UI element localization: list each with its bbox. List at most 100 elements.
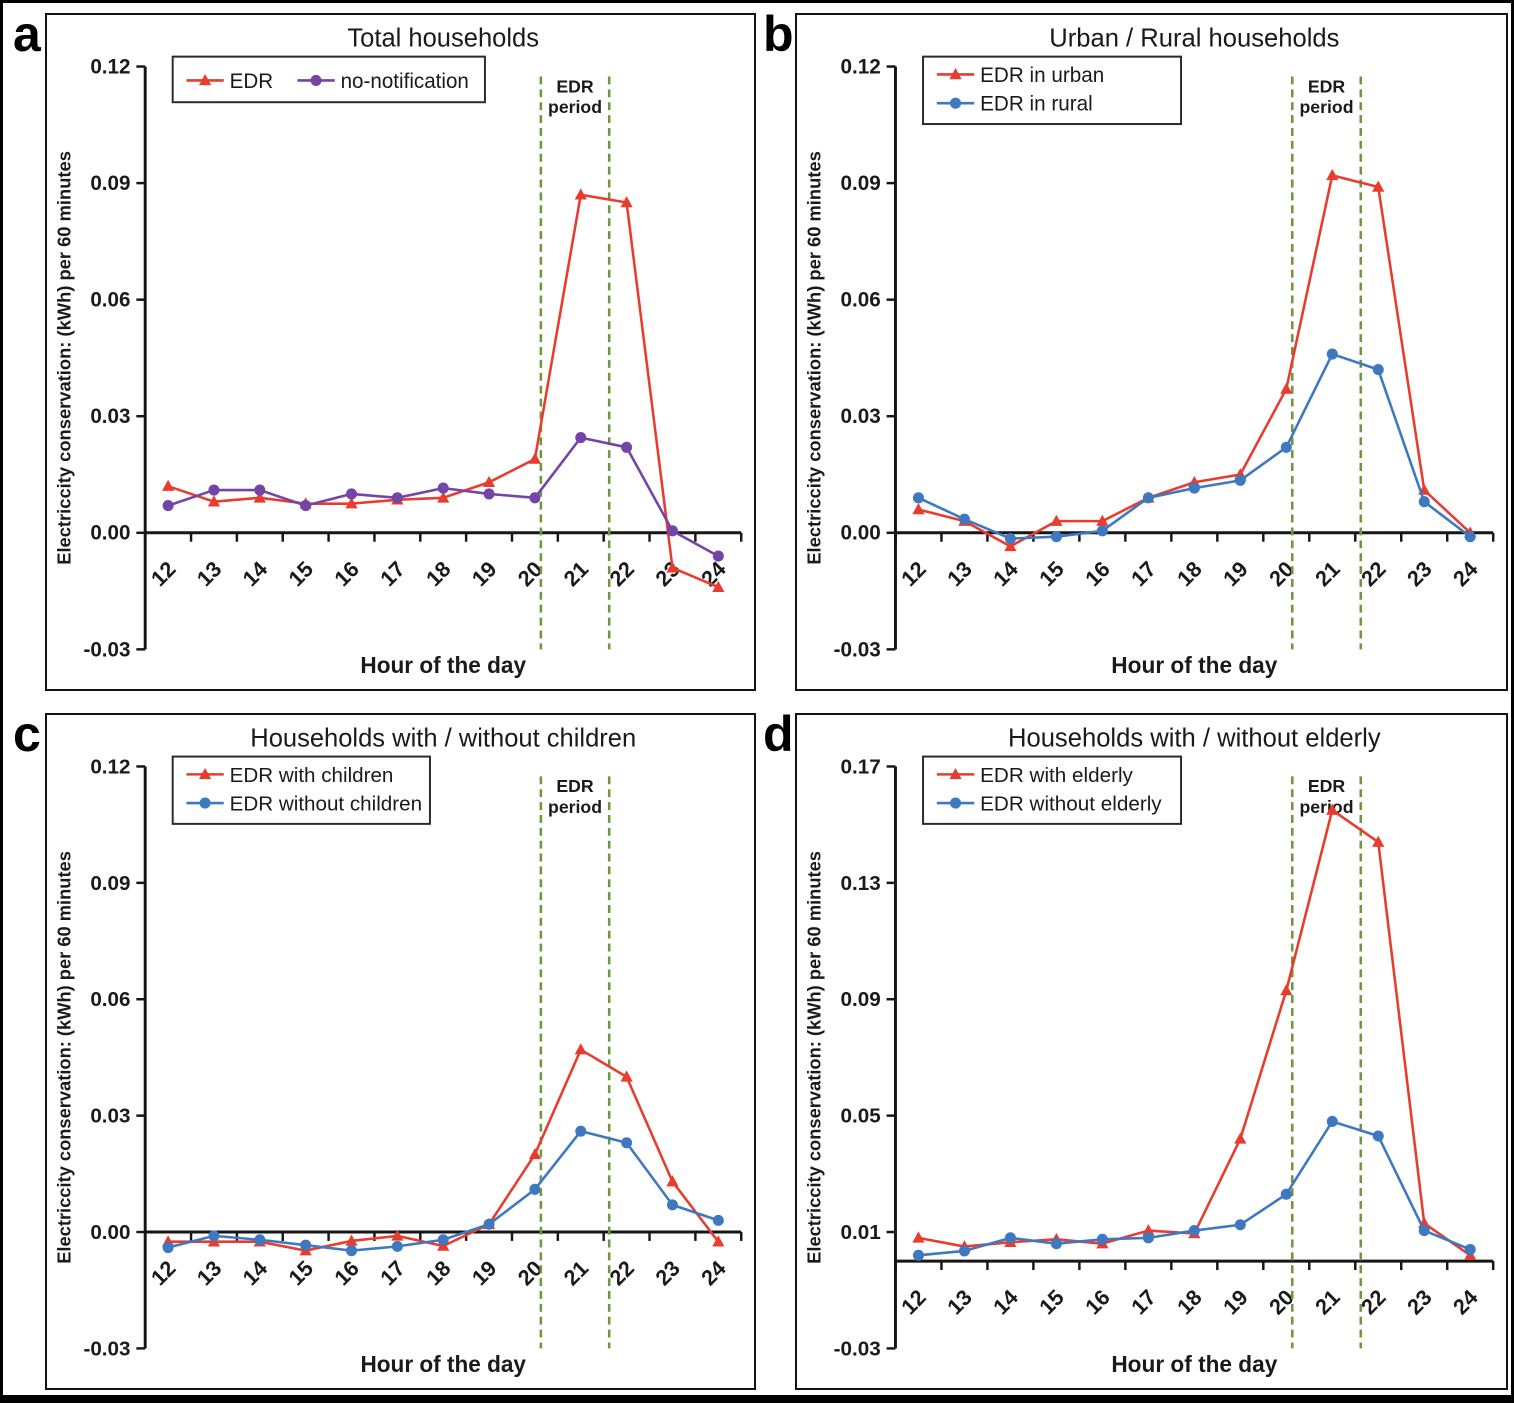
x-axis-title: Hour of the day <box>360 1351 526 1377</box>
data-point <box>1280 984 1293 996</box>
x-tick-label: 16 <box>1080 556 1115 591</box>
data-point <box>575 1125 587 1137</box>
x-tick-label: 15 <box>1034 1285 1069 1320</box>
legend-label: EDR without elderly <box>980 792 1162 815</box>
data-point <box>391 1240 403 1252</box>
data-point <box>528 452 542 464</box>
data-point <box>1188 1225 1200 1237</box>
data-point <box>162 479 175 491</box>
data-point <box>346 488 358 500</box>
data-point <box>1418 496 1430 508</box>
data-point <box>529 492 541 504</box>
data-point <box>1372 835 1385 847</box>
legend-marker <box>310 74 322 86</box>
data-point <box>666 1199 678 1211</box>
x-tick-label: 14 <box>988 1285 1023 1320</box>
data-point <box>254 484 266 496</box>
y-tick-label: -0.03 <box>83 1337 130 1360</box>
y-tick-label: 0.03 <box>90 1104 130 1127</box>
legend-marker <box>199 767 212 780</box>
legend-label: EDR without children <box>230 792 422 815</box>
y-tick-label: 0.00 <box>90 522 130 545</box>
data-point <box>620 196 633 208</box>
x-tick-label: 18 <box>421 1255 456 1290</box>
data-point <box>1326 348 1338 360</box>
series-line <box>918 808 1471 1257</box>
data-point <box>621 441 633 453</box>
series-line <box>917 352 1471 540</box>
data-point <box>207 495 221 507</box>
data-point <box>1142 492 1154 504</box>
y-tick-label: -0.03 <box>83 638 130 661</box>
x-tick-label: 14 <box>238 1255 273 1290</box>
x-tick-label: 19 <box>467 556 502 591</box>
panel-total-households: Total households Electriccity conservatio… <box>45 13 756 691</box>
x-tick-label: 22 <box>1356 1285 1391 1320</box>
y-tick-label: 0.13 <box>840 872 880 895</box>
legend-label: no-notification <box>341 70 469 93</box>
data-point <box>1372 1130 1384 1142</box>
x-tick-label: 19 <box>467 1255 502 1290</box>
x-tick-label: 18 <box>1172 556 1207 591</box>
panel-letter-c: c <box>13 706 41 762</box>
legend-box <box>922 55 1183 126</box>
x-tick-label: 18 <box>1172 1285 1207 1320</box>
x-tick-label: 17 <box>1126 556 1161 591</box>
edr-period-label: EDR <box>1308 776 1346 796</box>
data-point <box>574 1043 587 1055</box>
legend-marker <box>950 797 962 809</box>
legend-box <box>922 755 1183 825</box>
y-tick-label: 0.17 <box>840 755 880 778</box>
data-point <box>483 488 495 500</box>
y-tick-label: 0.06 <box>90 988 130 1011</box>
data-point <box>1280 441 1292 453</box>
data-point <box>162 1241 174 1254</box>
data-point <box>1372 180 1385 192</box>
data-point <box>1464 1243 1476 1256</box>
y-tick-label: 0.09 <box>90 172 130 195</box>
data-point <box>253 491 266 503</box>
legend-box <box>171 755 431 825</box>
y-tick-label: 0.09 <box>840 172 880 195</box>
x-tick-label: 23 <box>650 556 685 591</box>
y-axis-title: Electriccity conservation: (kWh) per 60 … <box>804 851 825 1264</box>
series-line <box>167 193 719 589</box>
data-point <box>958 513 970 525</box>
y-tick-label: 0.09 <box>840 988 880 1011</box>
y-axis-title: Electriccity conservation: (kWh) per 60 … <box>54 851 75 1264</box>
x-tick-label: 18 <box>421 556 456 591</box>
data-point <box>300 1239 312 1251</box>
data-point <box>712 550 724 562</box>
data-point <box>1372 364 1384 376</box>
x-tick-label: 19 <box>1218 556 1253 591</box>
data-point <box>912 503 925 515</box>
x-tick-label: 21 <box>1310 1285 1345 1320</box>
data-point <box>1050 1238 1062 1250</box>
panel-children-households: Households with / without children Electr… <box>45 713 756 1390</box>
y-tick-label: 0.06 <box>840 289 880 312</box>
y-tick-label: 0.12 <box>90 55 130 78</box>
data-point <box>345 1234 358 1246</box>
y-tick-label: 0.03 <box>840 405 880 428</box>
data-point <box>712 580 725 592</box>
x-tick-label: 12 <box>146 556 181 591</box>
edr-period-label: EDR <box>556 76 593 96</box>
data-point <box>208 1230 220 1242</box>
chart-title: Urban / Rural households <box>1049 25 1339 53</box>
data-point <box>1188 482 1200 494</box>
x-tick-label: 24 <box>1448 1285 1483 1320</box>
edr-period-label: EDR <box>556 776 593 796</box>
data-point <box>712 1214 724 1226</box>
legend-label: EDR <box>230 70 274 93</box>
data-point <box>912 1249 924 1261</box>
x-axis-title: Hour of the day <box>1111 1351 1277 1377</box>
data-point <box>1050 531 1062 543</box>
x-tick-label: 23 <box>650 1255 685 1290</box>
x-tick-label: 16 <box>329 1255 364 1290</box>
data-point <box>1096 514 1109 526</box>
data-point <box>574 188 587 200</box>
data-point <box>620 1070 633 1082</box>
y-tick-label: -0.03 <box>834 1337 881 1360</box>
x-tick-label: 14 <box>238 556 273 591</box>
chart-title: Households with / without elderly <box>1008 725 1381 753</box>
